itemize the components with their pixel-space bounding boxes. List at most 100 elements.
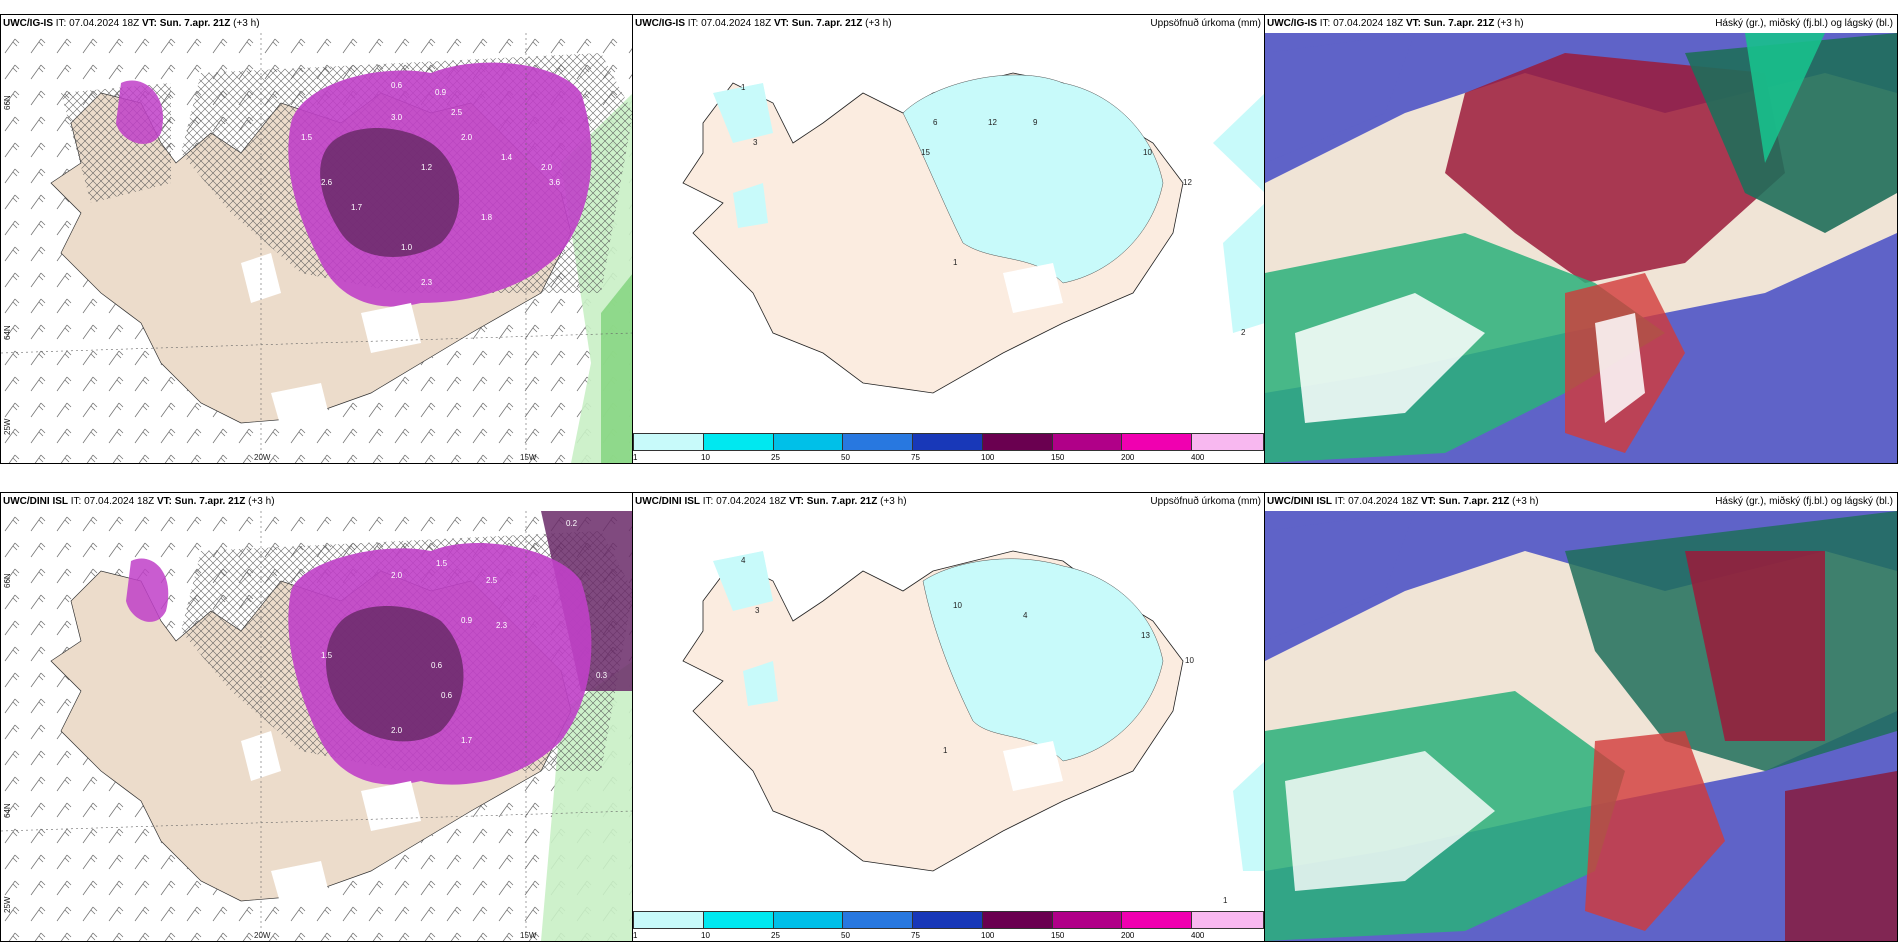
lon-label-20w: 20W (254, 453, 271, 462)
it-label: IT: (70, 496, 82, 507)
it-label: IT: (1319, 18, 1331, 29)
vt-label: VT: (156, 496, 172, 507)
vt-label: VT: (1405, 18, 1421, 29)
precip-value: 1 (1223, 896, 1228, 905)
lon-label-25w: 25W (3, 896, 12, 913)
panel-header: UWC/IG-IS IT: 07.04.2024 18Z VT: Sun. 7.… (1267, 18, 1524, 29)
value-label: 2.6 (321, 178, 333, 187)
vt-value: Sun. 7.apr. 21Z (174, 496, 246, 507)
colorbar-tick: 1 (633, 453, 638, 462)
cloud-map (1265, 33, 1897, 463)
value-label: 1.0 (401, 243, 413, 252)
precip-value: 2 (1241, 328, 1246, 337)
precip-value: 3 (753, 138, 758, 147)
model-name: UWC/IG-IS (3, 18, 53, 29)
colorbar-tick: 100 (981, 453, 995, 462)
vt-label: VT: (1420, 496, 1436, 507)
cloud-title: Háský (gr.), miðský (fj.bl.) og lágský (… (1715, 18, 1893, 29)
colorbar-cell (913, 434, 983, 450)
it-value: 07.04.2024 18Z (1348, 496, 1419, 507)
model-name: UWC/DINI ISL (3, 496, 68, 507)
lead-time: (+3 h) (248, 496, 275, 507)
wind-map (1, 511, 633, 941)
colorbar-cell (634, 912, 704, 928)
value-label: 0.6 (441, 691, 453, 700)
lat-label-64n: 64N (3, 325, 12, 340)
colorbar-cell (1052, 434, 1123, 450)
colorbar-cell (982, 912, 1053, 928)
model-name: UWC/IG-IS (1267, 18, 1317, 29)
it-value: 07.04.2024 18Z (1333, 18, 1404, 29)
colorbar-tick: 50 (841, 453, 850, 462)
it-value: 07.04.2024 18Z (84, 496, 155, 507)
precip-value-labels: 4 3 10 4 13 10 1 1 (633, 511, 1265, 911)
precip-map (633, 511, 1265, 921)
value-label: 0.6 (391, 81, 403, 90)
colorbar-cell (1192, 434, 1265, 450)
value-label: 3.6 (549, 178, 561, 187)
value-label: 2.0 (391, 726, 403, 735)
precip-title: Uppsöfnuð úrkoma (mm) (1150, 18, 1261, 29)
colorbar-cell (1192, 912, 1265, 928)
wind-map (1, 33, 633, 463)
value-label: 1.7 (461, 736, 473, 745)
vt-value: Sun. 7.apr. 21Z (1423, 18, 1495, 29)
lead-time: (+3 h) (1512, 496, 1539, 507)
it-label: IT: (687, 18, 699, 29)
value-label: 1.7 (351, 203, 363, 212)
value-label: 2.3 (496, 621, 508, 630)
precip-value: 15 (921, 148, 930, 157)
value-label: 0.9 (435, 88, 447, 97)
value-label: 0.6 (431, 661, 443, 670)
vt-label: VT: (788, 496, 804, 507)
precip-value: 4 (741, 556, 746, 565)
cloud-title: Háský (gr.), miðský (fj.bl.) og lágský (… (1715, 496, 1893, 507)
vt-label: VT: (141, 18, 157, 29)
colorbar-tick: 10 (701, 931, 710, 940)
colorbar: 1 10 25 50 75 100 150 200 400 (633, 433, 1265, 463)
colorbar-tick: 100 (981, 931, 995, 940)
value-label: 1.4 (501, 153, 513, 162)
panel-precip-top: UWC/IG-IS IT: 07.04.2024 18Z VT: Sun. 7.… (632, 14, 1266, 464)
panel-header: UWC/IG-IS IT: 07.04.2024 18Z VT: Sun. 7.… (3, 18, 260, 29)
it-label: IT: (55, 18, 67, 29)
precip-value: 10 (1143, 148, 1152, 157)
it-value: 07.04.2024 18Z (716, 496, 787, 507)
lon-label-15w: 15W (520, 931, 537, 940)
precip-value-labels: 0.6 0.9 3.0 2.5 1.5 1.2 2.0 1.7 1.4 2.6 … (1, 33, 633, 463)
precip-value: 1 (943, 746, 948, 755)
panel-header: UWC/DINI ISL IT: 07.04.2024 18Z VT: Sun.… (635, 496, 907, 507)
colorbar-tick: 25 (771, 453, 780, 462)
value-label: 0.2 (566, 519, 578, 528)
model-name: UWC/IG-IS (635, 18, 685, 29)
lead-time: (+3 h) (880, 496, 907, 507)
value-label: 2.5 (451, 108, 463, 117)
colorbar-cell (773, 912, 844, 928)
colorbar-tick: 1 (633, 931, 638, 940)
vt-value: Sun. 7.apr. 21Z (159, 18, 231, 29)
value-label: 1.8 (481, 213, 493, 222)
colorbar-cell (703, 912, 774, 928)
colorbar-tick: 25 (771, 931, 780, 940)
panel-header: UWC/DINI ISL IT: 07.04.2024 18Z VT: Sun.… (3, 496, 275, 507)
value-label: 1.5 (436, 559, 448, 568)
colorbar-cells (633, 911, 1265, 929)
colorbar-tick: 75 (911, 453, 920, 462)
colorbar-tick: 75 (911, 931, 920, 940)
value-label: 2.0 (391, 571, 403, 580)
precip-value: 10 (953, 601, 962, 610)
value-label: 0.3 (596, 671, 608, 680)
colorbar-ticks: 1 10 25 50 75 100 150 200 400 (633, 931, 1265, 941)
colorbar-cells (633, 433, 1265, 451)
value-label: 2.3 (421, 278, 433, 287)
lead-time: (+3 h) (865, 18, 892, 29)
colorbar-cell (843, 434, 914, 450)
value-label: 2.0 (461, 133, 473, 142)
lat-label-66n: 66N (3, 573, 12, 588)
precip-value-labels: 0.2 1.5 2.0 2.5 1.5 2.3 0.9 0.6 2.0 0.3 … (1, 511, 633, 941)
it-value: 07.04.2024 18Z (701, 18, 772, 29)
colorbar-tick: 10 (701, 453, 710, 462)
precip-value: 12 (988, 118, 997, 127)
colorbar: 1 10 25 50 75 100 150 200 400 (633, 911, 1265, 941)
precip-value: 4 (1023, 611, 1028, 620)
